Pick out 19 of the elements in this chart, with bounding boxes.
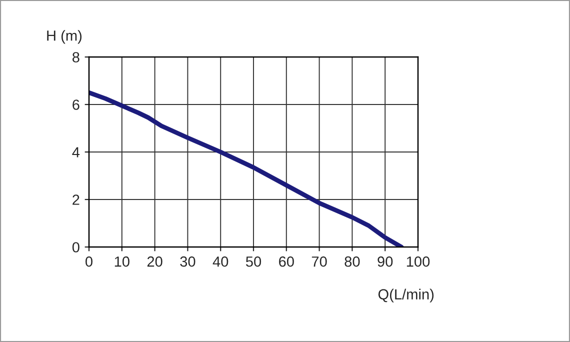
x-tick-label: 20 xyxy=(147,256,162,267)
x-tick-label: 70 xyxy=(312,256,327,267)
line-series xyxy=(89,90,404,247)
x-tick-label: 80 xyxy=(344,256,360,267)
x-tick-label: 30 xyxy=(180,256,196,267)
x-tick-label: 40 xyxy=(212,256,228,267)
x-tick-label: 60 xyxy=(279,256,294,267)
y-axis-title: H (m) xyxy=(47,30,82,44)
y-tick-label: 4 xyxy=(72,147,80,158)
y-tick-label: 8 xyxy=(72,52,80,62)
x-tick-label: 10 xyxy=(114,256,130,267)
x-tick-label: 90 xyxy=(378,256,393,267)
x-tick-label: 100 xyxy=(406,256,430,267)
x-axis-title: Q(L/min) xyxy=(378,288,434,302)
y-tick-label: 6 xyxy=(72,100,80,110)
y-tick-label: 2 xyxy=(72,194,80,205)
x-tick-label: 0 xyxy=(86,256,92,267)
x-tick-label: 50 xyxy=(246,256,262,267)
y-tick-label: 0 xyxy=(72,242,80,252)
